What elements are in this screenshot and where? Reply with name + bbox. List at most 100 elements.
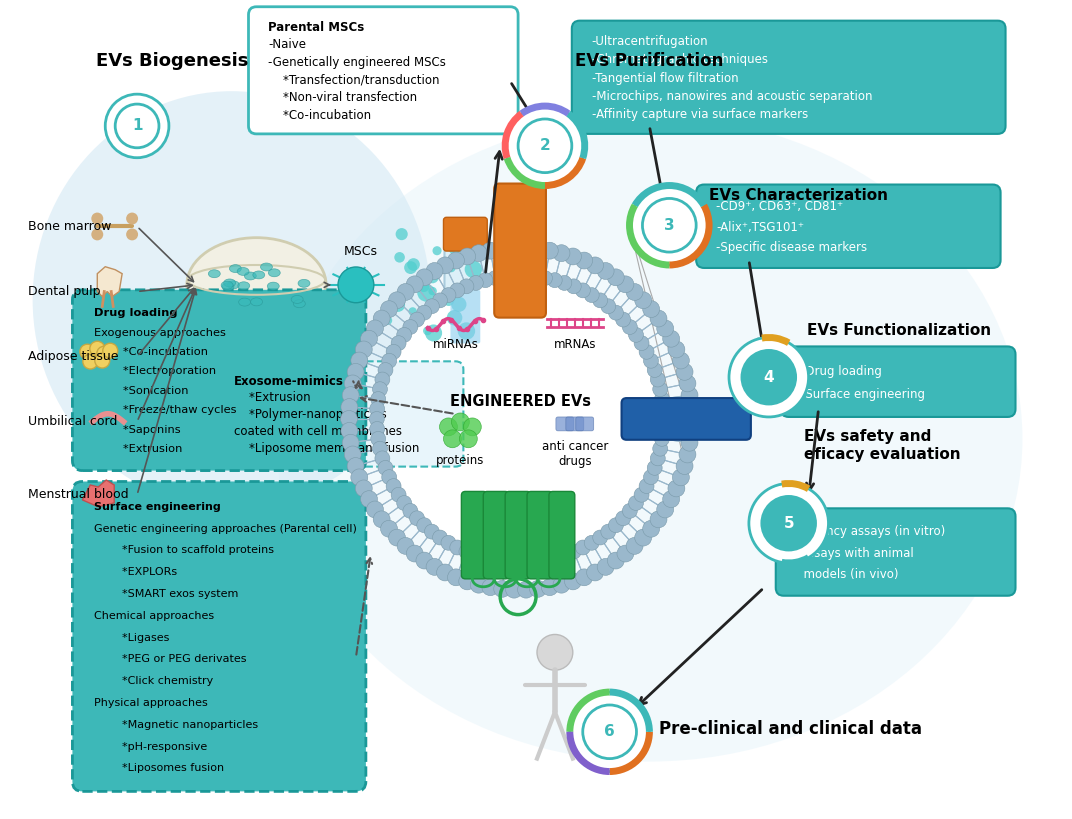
Circle shape <box>537 635 572 670</box>
Circle shape <box>391 487 406 502</box>
Circle shape <box>351 352 368 369</box>
Circle shape <box>397 495 412 510</box>
Circle shape <box>378 363 393 378</box>
Polygon shape <box>98 267 122 296</box>
Ellipse shape <box>298 279 310 287</box>
Circle shape <box>360 491 377 508</box>
Circle shape <box>518 554 533 569</box>
Circle shape <box>518 581 535 598</box>
Circle shape <box>600 524 615 539</box>
Text: -Genetically engineered MSCs: -Genetically engineered MSCs <box>268 56 446 69</box>
Ellipse shape <box>229 265 241 273</box>
Circle shape <box>597 263 614 279</box>
Text: MSCs: MSCs <box>344 245 378 258</box>
Circle shape <box>408 307 417 316</box>
Circle shape <box>367 320 384 337</box>
Ellipse shape <box>208 269 220 278</box>
Circle shape <box>593 530 608 545</box>
Circle shape <box>447 264 456 272</box>
Circle shape <box>628 495 643 510</box>
Ellipse shape <box>260 263 272 271</box>
Circle shape <box>679 446 696 463</box>
Text: *Liposome membrane fusion: *Liposome membrane fusion <box>234 442 419 455</box>
Circle shape <box>657 320 673 337</box>
Circle shape <box>370 401 385 416</box>
Circle shape <box>451 296 466 312</box>
Text: models (in vivo): models (in vivo) <box>795 568 898 581</box>
Circle shape <box>471 577 487 593</box>
Circle shape <box>373 511 390 527</box>
Ellipse shape <box>187 238 326 332</box>
Circle shape <box>482 242 498 259</box>
Circle shape <box>482 579 498 595</box>
Circle shape <box>466 242 474 250</box>
Circle shape <box>96 346 111 361</box>
Circle shape <box>450 283 465 298</box>
Text: EVs Biogenesis: EVs Biogenesis <box>95 52 248 70</box>
Text: 4: 4 <box>763 369 774 385</box>
Circle shape <box>464 260 482 278</box>
Text: Drug loading: Drug loading <box>94 308 178 319</box>
Circle shape <box>626 283 643 301</box>
Circle shape <box>729 337 808 417</box>
Text: EVs safety and
eficacy evaluation: EVs safety and eficacy evaluation <box>804 429 961 462</box>
Circle shape <box>344 375 361 391</box>
Ellipse shape <box>222 283 234 291</box>
Circle shape <box>83 354 98 369</box>
Circle shape <box>416 552 433 569</box>
Circle shape <box>417 305 432 320</box>
FancyBboxPatch shape <box>696 184 1000 268</box>
Circle shape <box>655 401 670 416</box>
Circle shape <box>429 287 437 296</box>
Text: -Surface engineering: -Surface engineering <box>801 388 925 401</box>
Ellipse shape <box>251 298 263 305</box>
Circle shape <box>426 263 443 279</box>
Circle shape <box>635 336 649 351</box>
Ellipse shape <box>292 296 303 303</box>
Ellipse shape <box>237 268 249 275</box>
Circle shape <box>635 292 652 309</box>
Circle shape <box>426 559 443 575</box>
Text: *Sonication: *Sonication <box>94 386 189 396</box>
Circle shape <box>548 550 562 565</box>
Circle shape <box>403 319 418 334</box>
Circle shape <box>447 310 462 325</box>
Circle shape <box>444 430 461 448</box>
Circle shape <box>556 275 571 291</box>
Circle shape <box>425 299 440 314</box>
Circle shape <box>497 554 512 568</box>
Circle shape <box>626 537 643 554</box>
Circle shape <box>643 469 658 485</box>
Circle shape <box>597 559 614 575</box>
Circle shape <box>681 434 698 451</box>
Circle shape <box>478 273 493 287</box>
Text: -Potency assays (in vitro): -Potency assays (in vitro) <box>795 525 944 538</box>
Circle shape <box>576 540 591 555</box>
Circle shape <box>468 548 483 563</box>
Text: 1: 1 <box>132 119 143 133</box>
Circle shape <box>643 301 659 318</box>
FancyBboxPatch shape <box>494 183 546 318</box>
Circle shape <box>441 536 456 550</box>
Text: *Co-incubation: *Co-incubation <box>268 109 372 122</box>
Text: -Assays with animal: -Assays with animal <box>795 546 913 559</box>
Circle shape <box>341 423 358 439</box>
Circle shape <box>397 283 414 301</box>
Text: 5: 5 <box>784 516 794 531</box>
Circle shape <box>676 364 693 380</box>
Circle shape <box>367 501 384 518</box>
FancyBboxPatch shape <box>445 240 487 350</box>
FancyBboxPatch shape <box>549 491 575 579</box>
Text: Exogenous approaches: Exogenous approaches <box>94 328 226 337</box>
Circle shape <box>608 269 624 286</box>
Circle shape <box>570 692 650 771</box>
Circle shape <box>647 363 662 378</box>
Circle shape <box>650 310 667 327</box>
Circle shape <box>679 375 696 391</box>
Text: Exosome-mimics: Exosome-mimics <box>234 374 343 387</box>
Circle shape <box>375 451 390 466</box>
Text: *EXPLORs: *EXPLORs <box>94 567 178 577</box>
Ellipse shape <box>253 271 265 279</box>
Circle shape <box>494 241 510 257</box>
Circle shape <box>381 301 398 318</box>
